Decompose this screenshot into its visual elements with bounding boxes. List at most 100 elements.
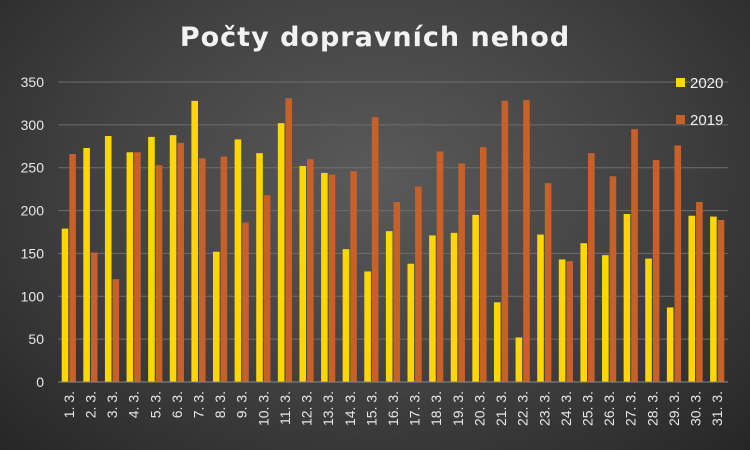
bar-2019-19 (458, 163, 465, 382)
bar-2019-1 (69, 154, 76, 382)
bar-2020-21 (493, 302, 501, 382)
x-tick-label: 28. 3. (644, 391, 660, 426)
x-tick-label: 16. 3. (385, 391, 401, 426)
bar-2019-25 (588, 153, 595, 382)
x-tick-label: 26. 3. (601, 391, 617, 426)
x-tick-label: 3. 3. (104, 391, 120, 418)
bar-2020-16 (385, 231, 393, 382)
legend-label: 2019 (690, 112, 723, 129)
bar-2019-21 (501, 100, 509, 383)
y-tick-label: 0 (36, 374, 44, 390)
legend-label: 2020 (690, 75, 723, 92)
bar-2019-8 (220, 156, 228, 382)
gridlines (58, 81, 728, 340)
x-tick-label: 20. 3. (471, 391, 487, 426)
bar-2019-27 (631, 129, 638, 382)
bar-2020-27 (623, 214, 631, 382)
chart-title: Počty dopravních nehod (180, 22, 570, 53)
bar-2019-30 (696, 202, 703, 382)
x-tick-label: 11. 3. (277, 391, 293, 425)
x-tick-label: 10. 3. (255, 391, 271, 426)
bar-2020-7 (191, 100, 198, 383)
bar-2019-13 (328, 174, 336, 382)
x-tick-label: 24. 3. (558, 391, 574, 426)
bar-2020-31 (710, 216, 717, 382)
x-tick-label: 23. 3. (536, 391, 552, 426)
bar-2019-3 (112, 279, 120, 382)
bar-2020-30 (688, 215, 696, 382)
y-tick-label: 150 (21, 245, 45, 261)
bar-2020-5 (148, 136, 155, 382)
bar-2020-1 (61, 228, 69, 382)
bar-2020-29 (666, 307, 674, 382)
bar-2019-12 (307, 159, 314, 382)
x-tick-label: 19. 3. (450, 391, 466, 426)
bar-2019-11 (285, 98, 293, 382)
bars (61, 98, 725, 383)
bar-2019-22 (523, 100, 530, 382)
x-tick-label: 30. 3. (688, 391, 704, 426)
bar-2020-20 (472, 214, 479, 382)
bar-2019-24 (566, 261, 573, 382)
x-tick-label: 1. 3. (61, 391, 77, 418)
x-tick-label: 27. 3. (623, 391, 639, 426)
bar-2020-14 (342, 249, 350, 382)
bar-2020-13 (321, 172, 328, 382)
x-tick-label: 13. 3. (320, 391, 336, 426)
x-tick-label: 31. 3. (709, 391, 725, 426)
bar-2020-22 (515, 337, 523, 382)
x-tick-label: 22. 3. (515, 391, 531, 426)
bar-2020-18 (429, 235, 436, 382)
y-tick-label: 100 (21, 288, 45, 304)
bar-2020-25 (580, 243, 588, 382)
legend: 2020 2019 (676, 75, 723, 129)
x-tick-label: 6. 3. (169, 391, 185, 418)
bar-2020-11 (277, 123, 285, 382)
y-tick-label: 300 (21, 117, 45, 133)
x-tick-label: 17. 3. (407, 391, 423, 426)
x-tick-label: 8. 3. (212, 391, 228, 418)
bar-2019-7 (198, 158, 206, 382)
bar-2019-15 (371, 117, 379, 382)
y-tick-label: 50 (28, 331, 44, 347)
bar-2020-19 (450, 232, 458, 382)
bar-2020-8 (213, 251, 220, 382)
x-tick-label: 21. 3. (493, 391, 509, 426)
x-tick-label: 4. 3. (126, 391, 142, 418)
x-tick-label: 14. 3. (342, 391, 358, 426)
bar-2020-15 (364, 271, 371, 382)
x-tick-label: 9. 3. (234, 391, 250, 418)
bar-2019-31 (717, 220, 725, 382)
bar-2019-28 (652, 160, 660, 382)
x-tick-label: 15. 3. (363, 391, 379, 426)
legend-swatch-2020 (676, 78, 685, 87)
bar-2019-16 (393, 202, 401, 382)
bar-2020-24 (558, 259, 566, 382)
bar-2020-26 (602, 255, 609, 382)
bar-2019-9 (242, 222, 249, 382)
bar-2019-18 (436, 151, 444, 382)
x-tick-label: 5. 3. (147, 391, 163, 418)
bar-2019-17 (415, 186, 422, 382)
x-tick-label: 25. 3. (580, 391, 596, 426)
bar-2020-4 (126, 152, 134, 382)
x-tick-label: 12. 3. (299, 391, 315, 426)
bar-2019-29 (674, 145, 682, 382)
bar-2020-23 (537, 234, 544, 382)
bar-2019-6 (177, 142, 184, 382)
bar-2019-5 (155, 165, 163, 382)
bar-2020-17 (407, 263, 415, 382)
bar-2020-12 (299, 166, 307, 382)
bar-2019-26 (609, 176, 617, 382)
x-axis-ticks: 1. 3. 2. 3. 3. 3. 4. 3. 5. 3. 6. 3. 7. 3. 8. 3.… (61, 391, 725, 426)
bar-2020-9 (234, 139, 242, 382)
y-tick-label: 350 (21, 74, 45, 90)
y-axis-ticks: 0 50 100 150 200 250 300 350 (21, 74, 45, 390)
y-tick-label: 200 (21, 203, 45, 219)
bar-2019-20 (479, 147, 487, 382)
bar-2019-2 (90, 252, 98, 382)
x-tick-label: 7. 3. (190, 391, 206, 418)
bar-2020-10 (256, 153, 263, 382)
bar-2020-28 (645, 258, 652, 382)
